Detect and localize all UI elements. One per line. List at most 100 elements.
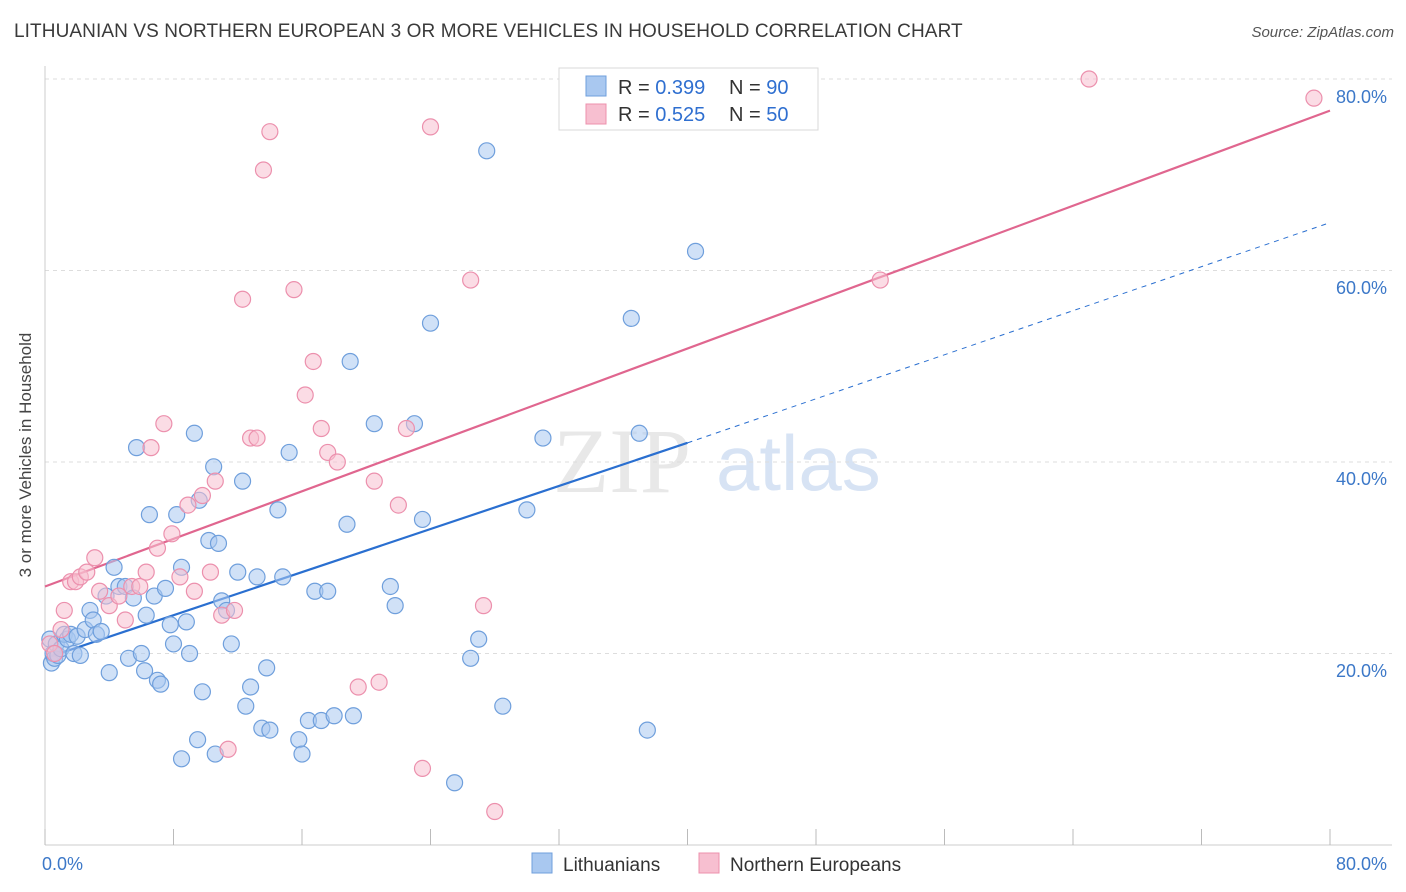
point-lithuanians [140,506,159,524]
point-lithuanians [386,597,404,615]
point-lithuanians [242,678,260,696]
point-lithuanians [71,646,89,665]
legend-n-value-1: 90 [766,77,788,99]
point-lithuanians [293,745,311,763]
svg-text:N = 50: N = 50 [729,104,789,126]
point-northern-europeans [296,386,314,404]
point-northern-europeans [179,496,197,514]
svg-text:R = 0.399: R = 0.399 [618,77,705,99]
point-lithuanians [161,616,179,634]
point-lithuanians [261,721,279,739]
point-northern-europeans [185,582,203,600]
chart-title: LITHUANIAN VS NORTHERN EUROPEAN 3 OR MOR… [14,21,963,42]
point-northern-europeans [86,549,104,567]
legend-swatch-northern-europeans [585,103,607,125]
point-northern-europeans [116,611,134,629]
point-northern-europeans [397,419,416,438]
point-northern-europeans [219,740,237,758]
legend-n-label-1: N = [729,77,766,99]
point-lithuanians [344,707,362,725]
point-northern-europeans [91,582,109,600]
point-northern-europeans [474,597,493,615]
point-lithuanians [168,506,186,524]
point-northern-europeans [389,496,407,514]
point-northern-europeans [148,539,167,557]
bottom-legend: Lithuanians Northern Europeans [531,852,901,876]
bottom-legend-swatch-northern-europeans [698,852,720,874]
point-lithuanians [135,662,154,680]
point-northern-europeans [365,472,383,490]
point-lithuanians [164,635,183,653]
point-lithuanians [534,429,552,447]
point-lithuanians [229,563,247,581]
point-lithuanians [152,675,170,693]
bottom-legend-swatch-lithuanians [531,852,553,874]
point-northern-europeans [163,525,181,543]
point-northern-europeans [225,601,244,620]
point-lithuanians [686,242,705,260]
point-northern-europeans [285,281,303,299]
point-lithuanians [365,415,383,433]
point-lithuanians [421,314,440,332]
point-northern-europeans [370,673,388,691]
point-lithuanians [193,683,212,701]
point-lithuanians [325,707,343,725]
point-lithuanians [638,721,656,739]
trend-lines [44,109,1331,660]
point-lithuanians [319,582,337,600]
point-northern-europeans [349,678,367,696]
svg-text:N = 90: N = 90 [729,77,789,99]
point-northern-europeans [413,759,432,778]
svg-text:R = 0.525: R = 0.525 [618,104,705,126]
y-tick-label-80: 80.0% [1336,87,1387,107]
point-northern-europeans [52,620,70,639]
point-lithuanians [494,697,512,715]
point-lithuanians [290,731,308,749]
point-northern-europeans [254,161,273,179]
point-northern-europeans [201,563,220,581]
point-lithuanians [630,424,648,442]
point-lithuanians [470,630,488,648]
point-northern-europeans [871,271,889,289]
point-lithuanians [338,515,356,533]
point-lithuanians [258,659,276,677]
point-lithuanians [233,472,252,490]
point-lithuanians [105,558,123,576]
point-northern-europeans [421,118,440,136]
point-lithuanians [222,635,240,653]
watermark-atlas: atlas [716,419,881,507]
source-attribution: Source: ZipAtlas.com [1251,24,1394,41]
data-points [41,70,1323,821]
x-tick-label-max: 80.0% [1336,854,1387,874]
point-northern-europeans [248,429,266,447]
point-northern-europeans [193,486,212,505]
point-lithuanians [237,697,255,715]
axes [44,66,1392,846]
point-lithuanians [518,501,536,519]
point-lithuanians [381,577,399,596]
legend-n-value-2: 50 [766,104,788,126]
point-lithuanians [280,443,298,462]
point-lithuanians [341,352,359,371]
point-northern-europeans [233,290,252,308]
gridlines [45,78,1392,654]
point-lithuanians [462,649,480,667]
point-northern-europeans [142,439,160,457]
point-northern-europeans [486,802,504,821]
point-lithuanians [92,622,110,641]
legend-r-label-2: R = [618,104,655,126]
point-lithuanians [413,510,432,529]
point-northern-europeans [55,601,73,620]
point-lithuanians [180,644,199,663]
tick-labels: 0.0% 80.0% 20.0% 40.0% 60.0% 80.0% [42,87,1387,874]
legend: R = 0.399 N = 90 R = 0.525 N = 50 [558,67,819,131]
point-northern-europeans [131,577,149,596]
y-tick-label-40: 40.0% [1336,469,1387,489]
legend-r-value-2: 0.525 [655,104,705,126]
point-northern-europeans [1305,89,1323,107]
point-lithuanians [445,774,464,792]
y-tick-label-60: 60.0% [1336,278,1387,298]
point-northern-europeans [171,568,189,586]
point-northern-europeans [462,271,480,289]
y-tick-label-20: 20.0% [1336,661,1387,681]
